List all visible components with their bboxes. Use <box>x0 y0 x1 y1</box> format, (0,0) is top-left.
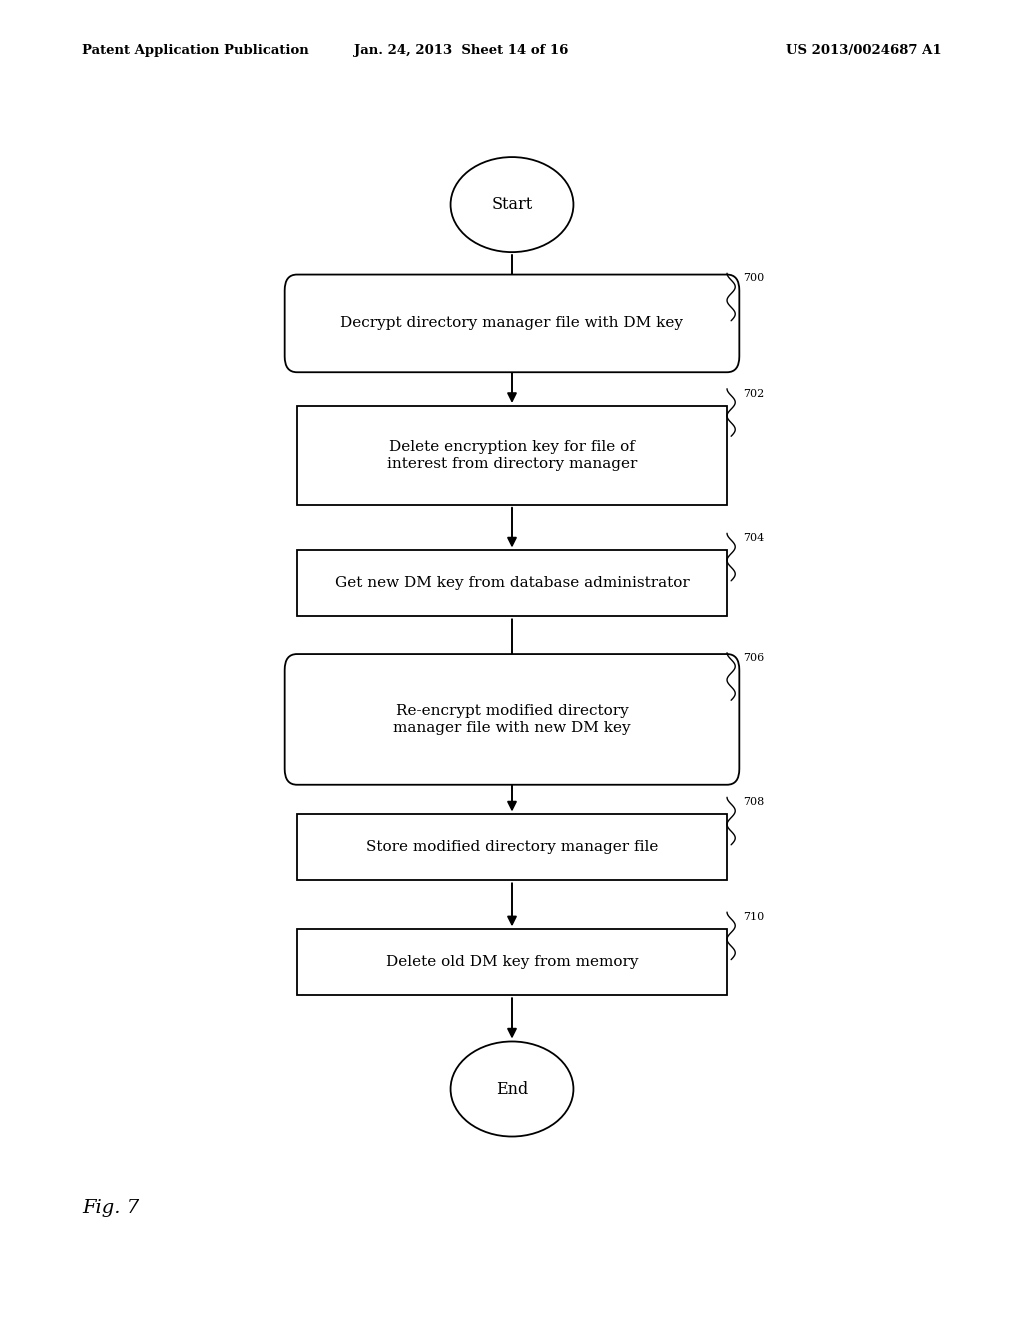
Bar <box>297 550 727 616</box>
FancyBboxPatch shape <box>285 275 739 372</box>
Text: Jan. 24, 2013  Sheet 14 of 16: Jan. 24, 2013 Sheet 14 of 16 <box>353 44 568 57</box>
Bar <box>297 814 727 880</box>
Text: 710: 710 <box>743 912 765 923</box>
Text: End: End <box>496 1081 528 1097</box>
Text: 704: 704 <box>743 533 765 544</box>
Ellipse shape <box>451 1041 573 1137</box>
Text: 700: 700 <box>743 273 765 284</box>
FancyBboxPatch shape <box>285 653 739 784</box>
Text: Delete old DM key from memory: Delete old DM key from memory <box>386 956 638 969</box>
Text: 708: 708 <box>743 797 765 808</box>
Bar <box>297 929 727 995</box>
Text: Store modified directory manager file: Store modified directory manager file <box>366 841 658 854</box>
Text: Delete encryption key for file of
interest from directory manager: Delete encryption key for file of intere… <box>387 440 637 471</box>
Text: 706: 706 <box>743 653 765 663</box>
Bar <box>297 407 727 504</box>
Ellipse shape <box>451 157 573 252</box>
Text: 702: 702 <box>743 388 765 399</box>
Text: Decrypt directory manager file with DM key: Decrypt directory manager file with DM k… <box>341 317 683 330</box>
Text: Start: Start <box>492 197 532 213</box>
Text: US 2013/0024687 A1: US 2013/0024687 A1 <box>786 44 942 57</box>
Text: Patent Application Publication: Patent Application Publication <box>82 44 308 57</box>
Text: Re-encrypt modified directory
manager file with new DM key: Re-encrypt modified directory manager fi… <box>393 704 631 735</box>
Text: Get new DM key from database administrator: Get new DM key from database administrat… <box>335 577 689 590</box>
Text: Fig. 7: Fig. 7 <box>82 1199 139 1217</box>
